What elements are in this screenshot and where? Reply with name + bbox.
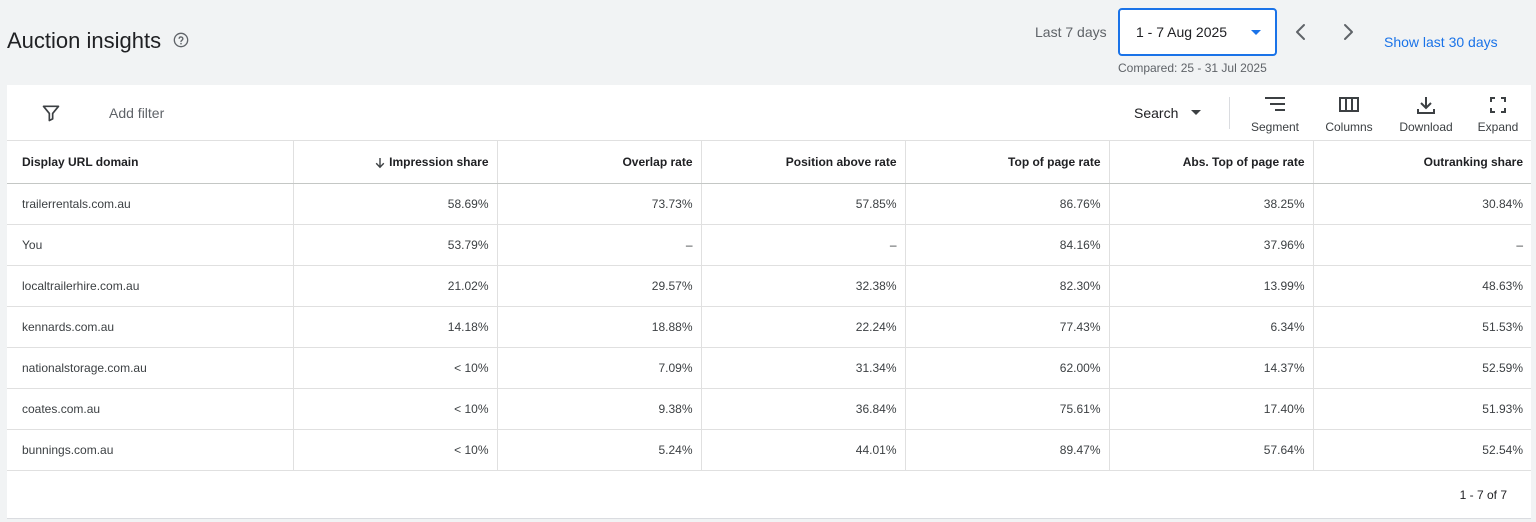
segment-label: Segment — [1250, 120, 1300, 134]
cell-domain: nationalstorage.com.au — [7, 347, 293, 389]
table-row: coates.com.au < 10% 9.38% 36.84% 75.61% … — [7, 388, 1531, 430]
cell-overlap-rate: 9.38% — [496, 388, 701, 430]
columns-label: Columns — [1325, 120, 1373, 134]
cell-outranking-share: 51.93% — [1312, 388, 1531, 430]
cell-top-of-page-rate: 89.47% — [904, 429, 1109, 471]
cell-impression-share: < 10% — [292, 388, 497, 430]
toolbar-divider — [1229, 97, 1230, 129]
cell-overlap-rate: 5.24% — [496, 429, 701, 471]
cell-position-above-rate: 22.24% — [700, 306, 905, 348]
cell-abs-top-of-page-rate: 13.99% — [1108, 265, 1313, 307]
cell-overlap-rate: 7.09% — [496, 347, 701, 389]
columns-icon — [1339, 97, 1359, 112]
segment-icon — [1265, 97, 1285, 111]
auction-insights-table: Display URL domain Impression share Over… — [7, 141, 1531, 471]
add-filter-button[interactable]: Add filter — [109, 105, 165, 121]
columns-button[interactable]: Columns — [1309, 93, 1389, 137]
cell-overlap-rate: 29.57% — [496, 265, 701, 307]
pagination-text: 1 - 7 of 7 — [1459, 488, 1507, 502]
table-toolbar: Add filter Search Segment Columns Downlo… — [7, 85, 1531, 141]
arrow-down-icon — [375, 157, 385, 168]
cell-top-of-page-rate: 86.76% — [904, 183, 1109, 225]
cell-impression-share: 58.69% — [292, 183, 497, 225]
page-title: Auction insights — [7, 28, 162, 53]
cell-abs-top-of-page-rate: 6.34% — [1108, 306, 1313, 348]
cell-abs-top-of-page-rate: 37.96% — [1108, 224, 1313, 266]
auction-insights-card: Add filter Search Segment Columns Downlo… — [7, 85, 1531, 519]
cell-domain: trailerrentals.com.au — [7, 183, 293, 225]
cell-position-above-rate: 44.01% — [700, 429, 905, 471]
column-header-top-of-page-rate[interactable]: Top of page rate — [904, 141, 1109, 184]
cell-top-of-page-rate: 82.30% — [904, 265, 1109, 307]
download-icon — [1417, 97, 1435, 114]
table-row: You 53.79% – – 84.16% 37.96% – — [7, 224, 1531, 266]
cell-position-above-rate: 32.38% — [700, 265, 905, 307]
caret-down-icon[interactable] — [1191, 110, 1201, 115]
cell-outranking-share: – — [1312, 224, 1531, 266]
column-header-outranking-share[interactable]: Outranking share — [1312, 141, 1531, 184]
date-range-value: 1 - 7 Aug 2025 — [1136, 24, 1228, 40]
caret-down-icon — [1251, 30, 1261, 35]
download-label: Download — [1399, 120, 1453, 134]
column-header-impression-share[interactable]: Impression share — [292, 141, 497, 184]
table-row: trailerrentals.com.au 58.69% 73.73% 57.8… — [7, 183, 1531, 225]
table-row: localtrailerhire.com.au 21.02% 29.57% 32… — [7, 265, 1531, 307]
cell-impression-share: 14.18% — [292, 306, 497, 348]
cell-abs-top-of-page-rate: 57.64% — [1108, 429, 1313, 471]
date-range-label: Last 7 days — [1035, 24, 1107, 40]
date-range-select[interactable]: 1 - 7 Aug 2025 — [1118, 8, 1277, 56]
column-header-position-above-rate[interactable]: Position above rate — [700, 141, 905, 184]
cell-domain: You — [7, 224, 293, 266]
column-header-display-url-domain[interactable]: Display URL domain — [7, 141, 293, 184]
cell-top-of-page-rate: 75.61% — [904, 388, 1109, 430]
cell-impression-share: < 10% — [292, 429, 497, 471]
cell-domain: coates.com.au — [7, 388, 293, 430]
cell-domain: localtrailerhire.com.au — [7, 265, 293, 307]
show-last-30-days-button[interactable]: Show last 30 days — [1384, 34, 1498, 50]
cell-outranking-share: 52.59% — [1312, 347, 1531, 389]
cell-position-above-rate: 31.34% — [700, 347, 905, 389]
cell-impression-share: 21.02% — [292, 265, 497, 307]
page-header: Auction insights Last 7 days 1 - 7 Aug 2… — [0, 0, 1536, 84]
cell-abs-top-of-page-rate: 38.25% — [1108, 183, 1313, 225]
cell-top-of-page-rate: 77.43% — [904, 306, 1109, 348]
expand-icon — [1490, 97, 1506, 113]
cell-overlap-rate: 18.88% — [496, 306, 701, 348]
cell-domain: bunnings.com.au — [7, 429, 293, 471]
cell-position-above-rate: 36.84% — [700, 388, 905, 430]
chevron-right-icon[interactable] — [1336, 20, 1360, 44]
cell-position-above-rate: – — [700, 224, 905, 266]
cell-impression-share: 53.79% — [292, 224, 497, 266]
expand-button[interactable]: Expand — [1458, 93, 1536, 137]
download-button[interactable]: Download — [1386, 93, 1466, 137]
cell-top-of-page-rate: 62.00% — [904, 347, 1109, 389]
chevron-left-icon[interactable] — [1289, 20, 1313, 44]
cell-position-above-rate: 57.85% — [700, 183, 905, 225]
filter-icon[interactable] — [41, 103, 61, 123]
cell-outranking-share: 52.54% — [1312, 429, 1531, 471]
cell-outranking-share: 48.63% — [1312, 265, 1531, 307]
cell-domain: kennards.com.au — [7, 306, 293, 348]
cell-impression-share: < 10% — [292, 347, 497, 389]
compared-range: Compared: 25 - 31 Jul 2025 — [1118, 61, 1267, 75]
cell-overlap-rate: 73.73% — [496, 183, 701, 225]
help-icon[interactable] — [173, 32, 189, 48]
table-row: bunnings.com.au < 10% 5.24% 44.01% 89.47… — [7, 429, 1531, 471]
table-header-row: Display URL domain Impression share Over… — [7, 141, 1531, 184]
table-row: nationalstorage.com.au < 10% 7.09% 31.34… — [7, 347, 1531, 389]
segment-select[interactable]: Search — [1134, 105, 1179, 121]
cell-outranking-share: 51.53% — [1312, 306, 1531, 348]
column-header-overlap-rate[interactable]: Overlap rate — [496, 141, 701, 184]
cell-overlap-rate: – — [496, 224, 701, 266]
expand-label: Expand — [1477, 120, 1519, 134]
table-row: kennards.com.au 14.18% 18.88% 22.24% 77.… — [7, 306, 1531, 348]
cell-abs-top-of-page-rate: 14.37% — [1108, 347, 1313, 389]
column-header-abs-top-of-page-rate[interactable]: Abs. Top of page rate — [1108, 141, 1313, 184]
cell-top-of-page-rate: 84.16% — [904, 224, 1109, 266]
segment-button[interactable]: Segment — [1235, 93, 1315, 137]
cell-outranking-share: 30.84% — [1312, 183, 1531, 225]
column-header-label: Impression share — [389, 154, 489, 169]
cell-abs-top-of-page-rate: 17.40% — [1108, 388, 1313, 430]
